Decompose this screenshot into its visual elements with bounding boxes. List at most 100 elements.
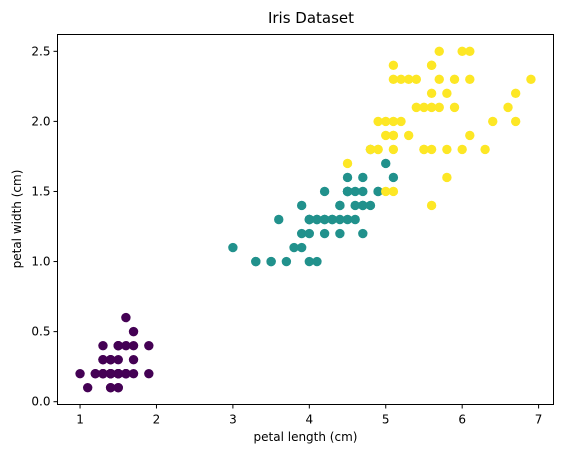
data-point-class-2 — [465, 130, 475, 141]
data-point-class-1 — [281, 256, 292, 267]
data-point-class-1 — [350, 186, 360, 197]
data-point-class-0 — [121, 312, 131, 323]
data-point-class-0 — [113, 354, 123, 365]
data-point-class-2 — [449, 74, 460, 85]
data-point-class-2 — [388, 130, 399, 141]
data-point-class-1 — [358, 172, 368, 183]
data-point-class-2 — [457, 46, 467, 57]
x-tick-label: 6 — [458, 413, 466, 427]
data-point-class-1 — [358, 186, 368, 197]
data-point-class-1 — [296, 228, 307, 239]
y-tick-label: 2.5 — [31, 44, 50, 58]
data-point-class-1 — [388, 172, 399, 183]
data-point-class-2 — [411, 102, 422, 113]
data-point-class-2 — [526, 74, 536, 85]
data-point-class-0 — [113, 368, 123, 379]
data-point-class-1 — [266, 256, 276, 267]
data-point-class-0 — [121, 340, 131, 351]
data-point-class-2 — [381, 116, 391, 127]
data-point-class-1 — [358, 228, 368, 239]
data-point-class-1 — [335, 228, 345, 239]
x-tick-label: 1 — [76, 413, 84, 427]
data-point-class-1 — [289, 242, 299, 253]
x-tick-label: 2 — [153, 413, 161, 427]
data-point-class-0 — [105, 368, 116, 379]
data-point-class-0 — [98, 340, 108, 351]
data-point-class-1 — [304, 214, 315, 225]
data-point-class-1 — [342, 214, 353, 225]
y-axis: 0.0 0.5 1.0 1.5 2.0 2.5 — [31, 44, 58, 409]
data-point-class-1 — [350, 214, 360, 225]
x-axis-label: petal length (cm) — [254, 430, 358, 444]
data-point-class-2 — [373, 144, 383, 155]
data-point-class-0 — [98, 354, 108, 365]
data-point-class-1 — [319, 214, 330, 225]
data-point-class-1 — [304, 228, 315, 239]
data-point-class-2 — [381, 130, 391, 141]
data-point-class-2 — [434, 46, 444, 57]
data-point-class-2 — [465, 74, 475, 85]
y-axis-label: petal width (cm) — [10, 170, 24, 269]
data-point-class-2 — [381, 186, 391, 197]
data-point-class-0 — [128, 340, 139, 351]
data-point-class-2 — [403, 74, 414, 85]
data-point-class-2 — [426, 102, 437, 113]
plot-area-frame — [57, 34, 554, 405]
data-point-class-1 — [296, 242, 307, 253]
data-point-class-2 — [434, 74, 444, 85]
data-point-class-2 — [480, 144, 490, 155]
data-point-class-2 — [342, 158, 353, 169]
data-point-class-1 — [312, 256, 322, 267]
data-point-class-2 — [426, 60, 437, 71]
data-point-class-2 — [510, 116, 521, 127]
data-point-class-2 — [449, 102, 460, 113]
data-point-class-2 — [388, 60, 399, 71]
x-tick-label: 4 — [306, 413, 314, 427]
data-point-class-1 — [327, 214, 337, 225]
data-point-class-0 — [105, 382, 116, 393]
data-point-class-0 — [90, 368, 101, 379]
data-point-class-2 — [465, 46, 475, 57]
x-tick-label: 3 — [229, 413, 237, 427]
data-point-class-2 — [388, 186, 399, 197]
chart-title: Iris Dataset — [268, 9, 354, 27]
data-point-class-2 — [411, 74, 422, 85]
data-point-class-1 — [381, 158, 391, 169]
x-tick-label: 5 — [382, 413, 390, 427]
data-point-class-2 — [373, 116, 383, 127]
data-point-class-2 — [419, 144, 429, 155]
data-point-class-2 — [388, 144, 399, 155]
data-point-class-2 — [388, 74, 399, 85]
data-point-class-1 — [251, 256, 261, 267]
data-point-class-1 — [319, 228, 330, 239]
data-point-class-1 — [319, 186, 330, 197]
data-point-class-1 — [312, 214, 322, 225]
data-point-class-0 — [144, 368, 154, 379]
data-point-class-1 — [335, 214, 345, 225]
data-point-class-2 — [388, 116, 399, 127]
data-point-class-0 — [113, 340, 123, 351]
data-point-class-0 — [98, 368, 108, 379]
data-point-class-1 — [358, 200, 368, 211]
data-point-class-0 — [128, 368, 139, 379]
data-point-class-2 — [442, 88, 452, 99]
data-point-class-1 — [342, 186, 353, 197]
x-tick-label: 7 — [535, 413, 543, 427]
data-point-class-1 — [296, 200, 307, 211]
data-point-class-2 — [426, 144, 437, 155]
data-point-class-2 — [396, 116, 406, 127]
y-tick-label: 2.0 — [31, 114, 50, 128]
y-tick-label: 1.5 — [31, 184, 50, 198]
data-point-class-0 — [75, 368, 85, 379]
data-point-class-1 — [342, 172, 353, 183]
data-point-class-0 — [121, 368, 131, 379]
data-point-class-0 — [144, 340, 154, 351]
data-point-class-2 — [434, 102, 444, 113]
data-point-class-2 — [503, 102, 513, 113]
y-tick-label: 0.0 — [31, 395, 50, 409]
data-point-class-2 — [419, 102, 429, 113]
data-point-class-1 — [304, 256, 315, 267]
data-point-class-0 — [128, 354, 139, 365]
data-point-class-1 — [365, 200, 376, 211]
